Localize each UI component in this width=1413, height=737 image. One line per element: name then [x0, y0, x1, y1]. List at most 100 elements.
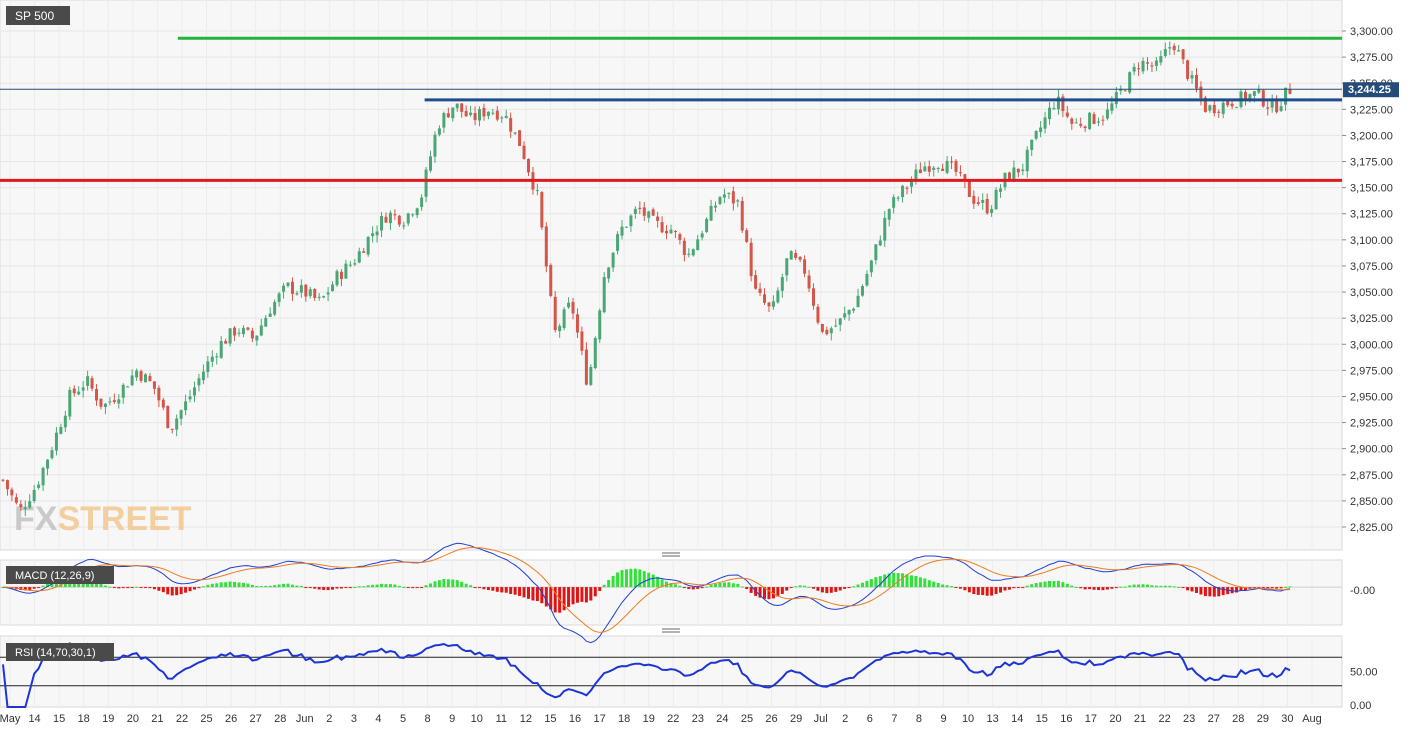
rsi-panel[interactable] [0, 635, 1343, 708]
candle-down [758, 288, 762, 293]
candle-down [313, 289, 317, 299]
candle-up [215, 356, 219, 358]
macd-histogram-bar [860, 582, 864, 588]
macd-histogram-bar [1101, 587, 1105, 591]
candle-down [575, 314, 579, 333]
macd-histogram-bar [651, 574, 655, 588]
horizontal-levels[interactable] [0, 36, 1342, 182]
candle-up [357, 251, 361, 263]
macd-histogram-bar [1137, 584, 1141, 588]
candle-up [1012, 167, 1016, 182]
candle-up [37, 484, 41, 488]
candle-up [326, 292, 330, 295]
macd-histogram-bar [135, 586, 139, 588]
candle-down [290, 281, 294, 294]
macd-histogram-bar [834, 587, 838, 592]
candle-down [1266, 107, 1270, 109]
macd-histogram-bar [1110, 587, 1114, 589]
time-label: 19 [102, 713, 114, 725]
macd-histogram-bar [331, 587, 335, 590]
macd-histogram-bar [1194, 587, 1198, 593]
candle-down [1226, 100, 1230, 106]
candle-down [157, 387, 161, 401]
candle-up [1141, 60, 1145, 72]
macd-histogram-bar [406, 587, 410, 589]
macd-histogram-bar [366, 585, 370, 588]
candle-down [642, 207, 646, 216]
macd-resize-handle[interactable] [662, 552, 680, 557]
candle-down [1186, 60, 1190, 79]
candle-up [914, 169, 918, 179]
candle-down [749, 242, 753, 277]
rsi-resize-handle[interactable] [662, 628, 680, 633]
macd-histogram-bar [914, 575, 918, 588]
macd-histogram-bar [1221, 587, 1225, 596]
macd-histogram-bar [264, 585, 268, 588]
candle-up [607, 267, 611, 279]
time-label: 15 [53, 713, 65, 725]
macd-histogram-bar [282, 583, 286, 588]
macd-histogram-bar [1177, 586, 1181, 588]
candle-up [945, 160, 949, 173]
candle-up [1043, 117, 1047, 129]
macd-histogram-bar [478, 587, 482, 589]
price-tick-label: 3,175.00 [1350, 157, 1393, 169]
symbol-label[interactable]: SP 500 [6, 6, 70, 25]
macd-histogram-bar [941, 584, 945, 588]
macd-histogram-bar [295, 585, 299, 588]
macd-histogram-bar [714, 583, 718, 588]
macd-histogram-bar [1190, 587, 1194, 592]
macd-histogram-bar [1021, 587, 1025, 589]
macd-histogram-bar [121, 587, 125, 589]
candle-down [473, 113, 477, 121]
time-label: 20 [127, 713, 139, 725]
price-tick-label: 2,900.00 [1350, 444, 1393, 456]
candle-down [1212, 104, 1216, 114]
candle-up [669, 229, 673, 234]
candle-down [1217, 111, 1221, 113]
macd-histogram-bar [50, 582, 54, 588]
macd-histogram-bar [344, 587, 348, 589]
candle-down [166, 405, 170, 429]
macd-histogram-bar [531, 587, 535, 601]
macd-histogram-bar [967, 587, 971, 593]
macd-histogram-bar [335, 587, 339, 589]
candle-down [927, 166, 931, 172]
macd-histogram-bar [865, 580, 869, 588]
rsi-label[interactable]: RSI (14,70,30,1) [6, 643, 114, 661]
macd-histogram-bar [23, 587, 27, 591]
candle-down [656, 216, 660, 221]
candle-up [869, 260, 873, 273]
macd-panel[interactable] [0, 559, 1343, 626]
macd-histogram-bar [1275, 587, 1279, 589]
candle-up [909, 180, 913, 187]
price-panel[interactable] [0, 0, 1343, 551]
candle-down [1243, 91, 1247, 101]
macd-histogram-bar [1235, 587, 1239, 593]
candle-down [544, 226, 548, 267]
candle-up [718, 197, 722, 204]
candle-up [500, 117, 504, 119]
macd-histogram-bar [518, 587, 522, 596]
macd-label[interactable]: MACD (12,26,9) [6, 566, 114, 584]
candle-up [28, 501, 32, 508]
macd-histogram-bar [571, 587, 575, 605]
candle-down [482, 107, 486, 117]
candle-down [224, 340, 228, 344]
candle-up [1221, 102, 1225, 114]
candle-down [553, 296, 557, 331]
macd-histogram-bar [206, 584, 210, 588]
candle-down [1, 479, 5, 481]
macd-histogram-bar [1279, 587, 1283, 589]
price-tick-label: 3,050.00 [1350, 287, 1393, 299]
rsi-indicator: 50.00 0.00 [0, 642, 1378, 712]
time-label: Jul [814, 713, 828, 725]
candle-up [598, 310, 602, 340]
candle-up [1284, 87, 1288, 105]
candle-down [1288, 89, 1292, 94]
macd-histogram-bar [811, 587, 815, 589]
candle-up [990, 209, 994, 213]
time-label: 22 [667, 713, 679, 725]
candle-up [273, 301, 277, 315]
